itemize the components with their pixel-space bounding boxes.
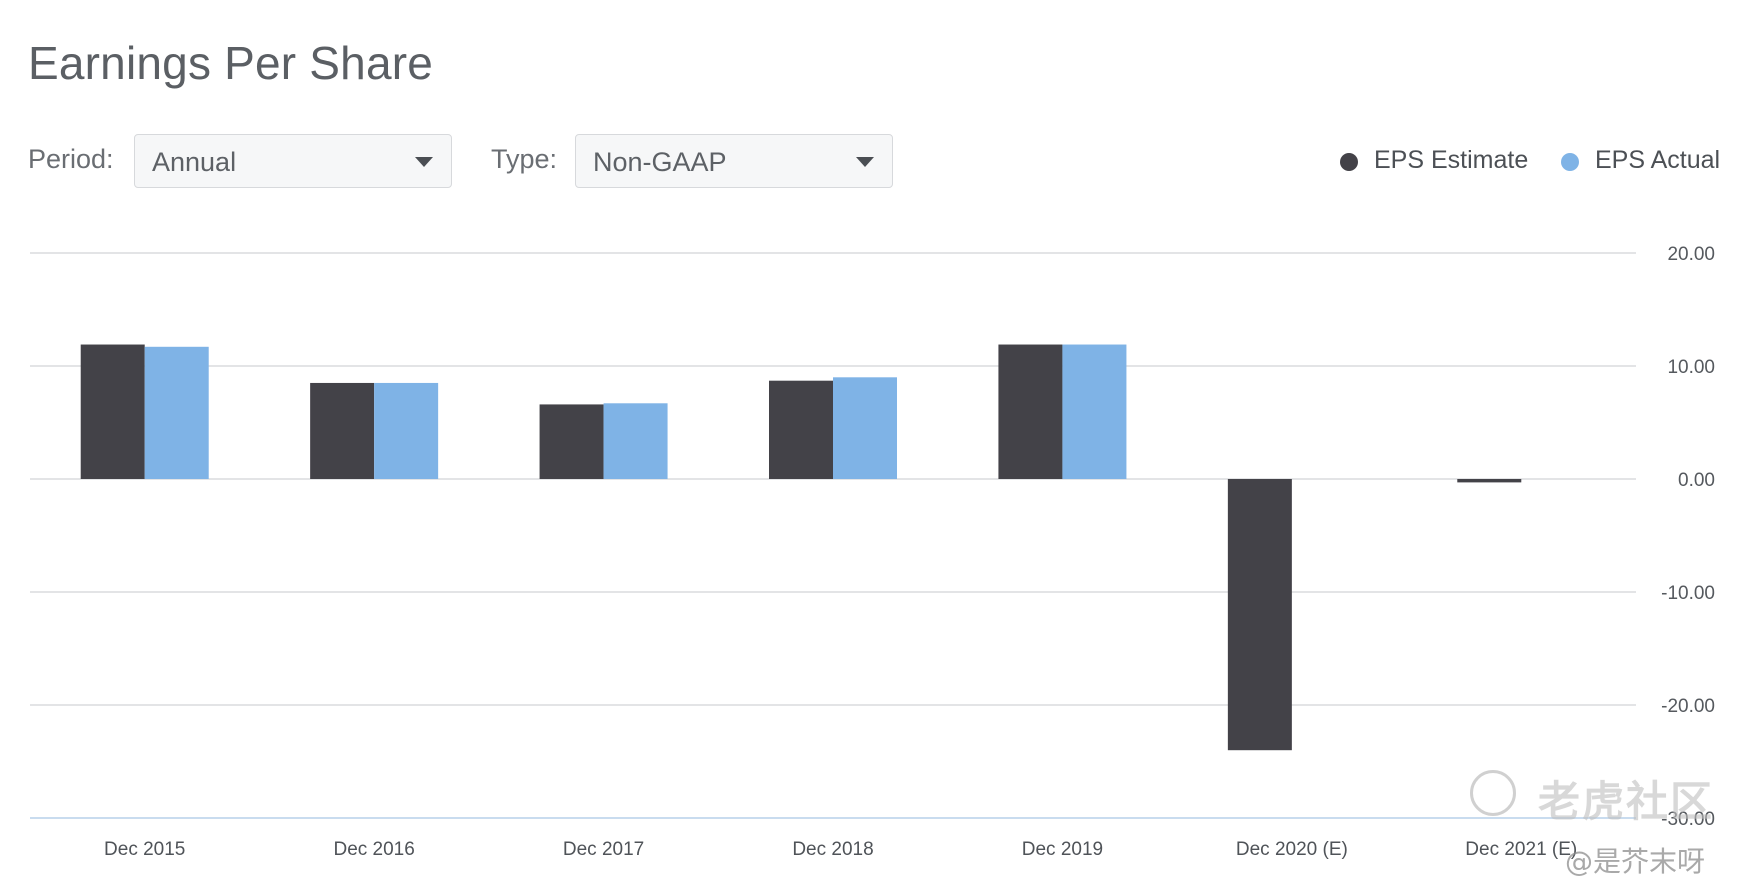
period-label: Period: [28,144,114,174]
chevron-down-icon [415,157,433,167]
bar-eps-estimate [1457,479,1522,483]
watermark-logo-icon [1470,770,1516,816]
type-select-value: Non-GAAP [593,147,727,177]
legend-label-eps-estimate: EPS Estimate [1374,146,1529,174]
bar-eps-estimate [998,344,1063,479]
y-tick-label: 20.00 [1667,244,1715,265]
y-tick-label: 10.00 [1667,357,1715,378]
watermark-user: @是芥末呀 [1565,845,1706,878]
chevron-down-icon [856,157,874,167]
legend-dot-icon [1340,153,1358,171]
x-tick-label: Dec 2020 (E) [1236,839,1348,860]
x-tick-label: Dec 2015 [104,839,185,860]
watermark-brand: 老虎社区 [1538,777,1715,826]
bar-eps-actual [833,377,897,479]
y-tick-label: -20.00 [1661,696,1715,717]
bar-eps-estimate [1227,479,1292,751]
bar-eps-estimate [539,404,604,479]
x-tick-label: Dec 2018 [792,839,873,860]
y-tick-label: -30.00 [1661,809,1715,830]
type-label: Type: [491,144,558,174]
period-select[interactable]: Annual [134,134,452,188]
legend-label-eps-actual: EPS Actual [1595,146,1721,174]
bar-eps-actual [603,403,668,479]
x-tick-label: Dec 2016 [333,839,414,860]
legend-dot-icon [1561,153,1579,171]
page-title: Earnings Per Share [28,37,434,89]
bar-eps-estimate [80,344,145,479]
bar-eps-estimate [310,382,375,479]
type-select[interactable]: Non-GAAP [575,134,893,188]
period-select-value: Annual [152,147,237,177]
x-tick-label: Dec 2021 (E) [1465,839,1577,860]
y-tick-label: -10.00 [1661,583,1715,604]
bar-eps-actual [1062,344,1127,479]
bar-eps-estimate [769,380,833,479]
bar-eps-actual [374,382,439,479]
x-tick-label: Dec 2019 [1022,839,1103,860]
y-tick-label: 0.00 [1678,470,1715,491]
bar-eps-actual [144,346,209,479]
x-tick-label: Dec 2017 [563,839,644,860]
